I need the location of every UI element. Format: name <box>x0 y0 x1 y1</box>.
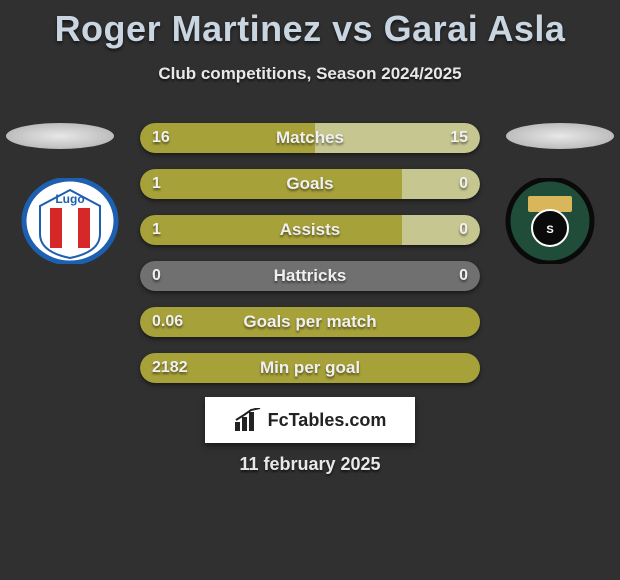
bar-value-left: 1 <box>152 169 161 199</box>
fctables-logo: FcTables.com <box>205 397 415 443</box>
bar-label: Goals per match <box>140 307 480 337</box>
club-badge-left: Lugo <box>20 178 120 264</box>
bar-value-left: 2182 <box>152 353 188 383</box>
bar-value-left: 16 <box>152 123 170 153</box>
club-badge-right: S <box>500 178 600 264</box>
player-oval-left <box>6 123 114 149</box>
date-line: 11 february 2025 <box>0 454 620 475</box>
page-subtitle: Club competitions, Season 2024/2025 <box>0 64 620 84</box>
bar-value-right: 0 <box>459 169 468 199</box>
svg-text:Lugo: Lugo <box>55 192 84 206</box>
bar-value-left: 0 <box>152 261 161 291</box>
bar-label: Matches <box>140 123 480 153</box>
stat-bar-row: Hattricks0 0 <box>140 261 480 291</box>
bar-value-right: 0 <box>459 261 468 291</box>
bar-label: Min per goal <box>140 353 480 383</box>
bar-value-right: 0 <box>459 215 468 245</box>
bar-label: Assists <box>140 215 480 245</box>
stat-bar-row: Assists1 0 <box>140 215 480 245</box>
bar-value-left: 1 <box>152 215 161 245</box>
stat-bar-row: Goals1 0 <box>140 169 480 199</box>
player-oval-right <box>506 123 614 149</box>
page-title: Roger Martinez vs Garai Asla <box>0 0 620 50</box>
stat-bar-row: Matches16 15 <box>140 123 480 153</box>
bar-label: Goals <box>140 169 480 199</box>
stat-bars-container: Matches1615Goals10Assists10Hattricks00Go… <box>140 123 480 399</box>
bar-value-right: 15 <box>450 123 468 153</box>
bars-icon <box>234 408 262 432</box>
stat-bar-row: Min per goal2182 <box>140 353 480 383</box>
logo-text: FcTables.com <box>268 410 387 431</box>
svg-text:S: S <box>546 224 553 236</box>
bar-value-left: 0.06 <box>152 307 183 337</box>
stat-bar-row: Goals per match0.06 <box>140 307 480 337</box>
bar-label: Hattricks <box>140 261 480 291</box>
